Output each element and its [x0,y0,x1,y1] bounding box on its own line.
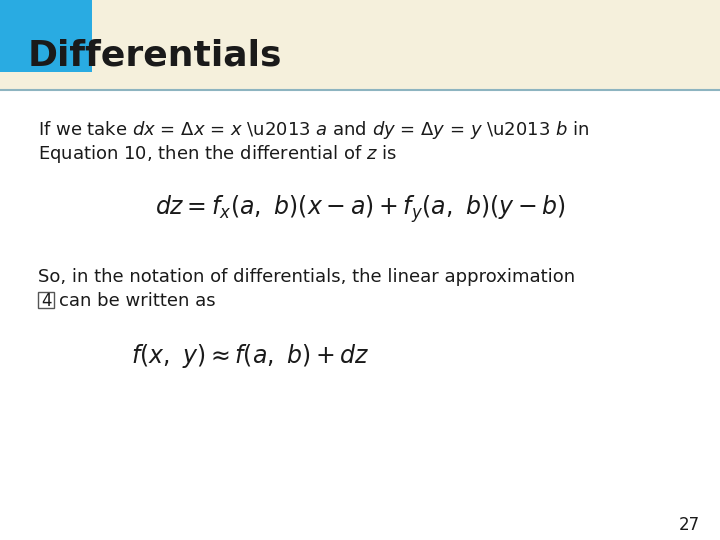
Text: Differentials: Differentials [28,38,282,72]
Text: $f(x,\ y) \approx f(a,\ b) + dz$: $f(x,\ y) \approx f(a,\ b) + dz$ [131,342,369,370]
Text: Equation 10, then the differential of $z$ is: Equation 10, then the differential of $z… [38,143,397,165]
Text: $dz = f_x(a,\ b)(x - a) + f_y(a,\ b)(y - b)$: $dz = f_x(a,\ b)(x - a) + f_y(a,\ b)(y -… [155,193,565,225]
Text: 27: 27 [679,516,700,534]
Bar [0,0,92,72]
Text: 4: 4 [41,292,51,310]
Bar [0,0,720,90]
Text: can be written as: can be written as [59,292,215,310]
Text: If we take $dx$ = $\Delta x$ = $x$ \u2013 $a$ and $dy$ = $\Delta y$ = $y$ \u2013: If we take $dx$ = $\Delta x$ = $x$ \u201… [38,119,590,141]
Text: So, in the notation of differentials, the linear approximation: So, in the notation of differentials, th… [38,268,575,286]
FancyBboxPatch shape [38,292,54,308]
